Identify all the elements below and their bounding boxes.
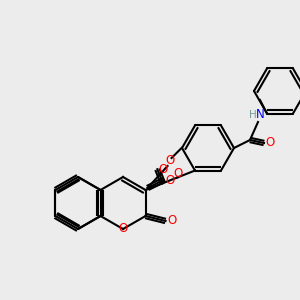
Text: O: O [118, 223, 128, 236]
Text: O: O [173, 167, 182, 180]
Text: O: O [165, 154, 174, 166]
Text: N: N [256, 109, 264, 122]
Text: H: H [249, 110, 257, 120]
Text: O: O [167, 214, 176, 227]
Text: O: O [159, 163, 168, 176]
Text: O: O [266, 136, 274, 149]
Text: O: O [165, 173, 174, 187]
